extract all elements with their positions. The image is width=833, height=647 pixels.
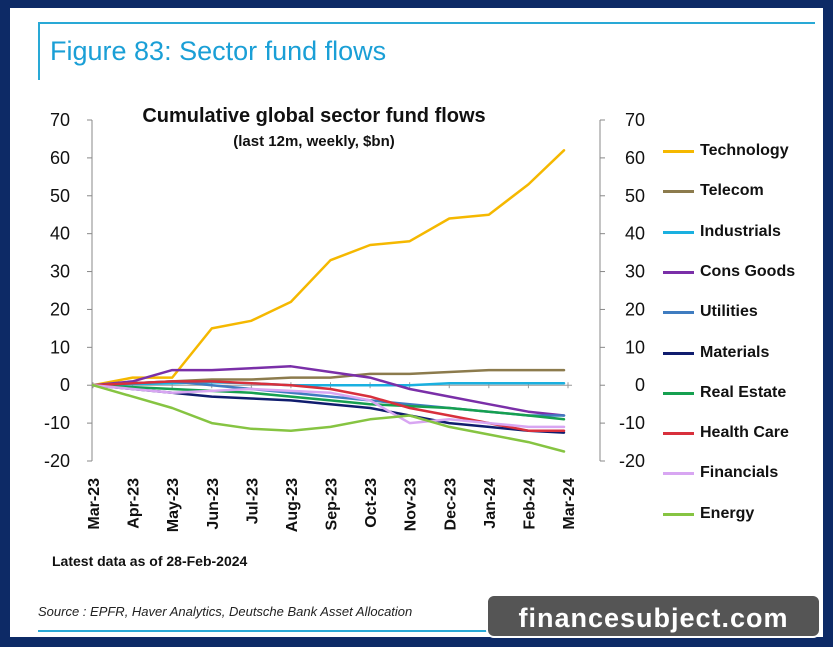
y-tick-label-left: 0: [60, 375, 70, 395]
figure-frame: Figure 83: Sector fund flows Source : EP…: [10, 8, 823, 637]
legend-label: Industrials: [700, 222, 781, 240]
legend-label: Real Estate: [700, 383, 787, 401]
chart-title: Cumulative global sector fund flows: [142, 105, 485, 127]
series-line-financials: [91, 383, 566, 429]
top-rule: [38, 22, 815, 24]
legend-swatch: [663, 512, 694, 516]
legend-label: Technology: [700, 142, 789, 159]
series-line-cons-goods: [91, 365, 566, 417]
x-tick-label: Dec-23: [442, 478, 459, 531]
y-tick-label-right: -10: [619, 413, 645, 433]
y-tick-label-right: 40: [625, 224, 645, 244]
legend-swatch: [663, 432, 694, 436]
y-tick-label-right: 10: [625, 337, 645, 357]
y-tick-label-left: 60: [50, 148, 70, 168]
x-tick-label: Jan-24: [482, 478, 499, 529]
x-tick-label: Jun-23: [205, 478, 222, 530]
legend-label: Cons Goods: [700, 262, 796, 280]
legend-swatch: [663, 230, 694, 234]
x-tick-label: Mar-24: [561, 478, 578, 530]
legend-label: Health Care: [700, 424, 789, 442]
y-tick-label-right: 60: [625, 148, 645, 168]
legend-label: Utilities: [700, 303, 758, 321]
series-line-real-estate: [91, 383, 566, 421]
y-tick-label-right: 70: [625, 110, 645, 130]
legend-swatch: [663, 391, 694, 395]
y-tick-label-right: 30: [625, 262, 645, 282]
figure-title: Figure 83: Sector fund flows: [50, 36, 387, 66]
legend-label: Telecom: [700, 182, 764, 200]
y-tick-label-left: 30: [50, 262, 70, 282]
y-tick-label-left: 70: [50, 110, 70, 130]
legend-label: Materials: [700, 343, 770, 361]
bottom-rule: [38, 630, 500, 632]
y-tick-label-right: -20: [619, 451, 645, 471]
series-line-technology: [91, 149, 566, 387]
legend-label: Energy: [700, 504, 755, 522]
y-tick-label-left: 20: [50, 299, 70, 319]
x-tick-label: May-23: [165, 478, 182, 532]
legend-swatch: [663, 150, 694, 153]
legend-swatch: [663, 351, 694, 355]
y-tick-label-right: 50: [625, 186, 645, 206]
x-tick-label: Nov-23: [403, 478, 420, 531]
y-tick-label-right: 0: [635, 375, 645, 395]
series-line-industrials: [91, 380, 566, 387]
chart-axes: 70 70 60 60 50 50 40 40 30 30 20 20 10 10 0 0 -10 -10 -20 -…: [44, 110, 645, 532]
x-tick-label: Jul-23: [244, 478, 261, 524]
chart-series: [91, 149, 566, 453]
series-line-utilities: [91, 380, 566, 417]
x-tick-label: Mar-23: [86, 478, 103, 530]
legend-swatch: [663, 270, 694, 274]
y-tick-label-left: 50: [50, 186, 70, 206]
y-tick-label-left: 10: [50, 337, 70, 357]
legend-swatch: [663, 472, 694, 476]
series-line-energy: [91, 383, 566, 453]
chart-subtitle: (last 12m, weekly, $bn): [233, 133, 394, 150]
y-tick-label-right: 20: [625, 299, 645, 319]
x-tick-label: Aug-23: [284, 478, 301, 532]
legend-swatch: [663, 311, 694, 315]
legend-label: Financials: [700, 464, 779, 482]
line-chart: Cumulative global sector fund flows (las…: [44, 105, 645, 569]
watermark: financesubject.com: [486, 594, 821, 638]
source-note: Source : EPFR, Haver Analytics, Deutsche…: [38, 604, 413, 619]
x-tick-label: Oct-23: [363, 478, 380, 528]
y-tick-label-left: 40: [50, 224, 70, 244]
x-tick-label: Sep-23: [324, 478, 341, 531]
y-tick-label-left: -10: [44, 413, 70, 433]
y-tick-label-left: -20: [44, 451, 70, 471]
legend-swatch: [663, 190, 694, 194]
latest-data-note: Latest data as of 28-Feb-2024: [52, 553, 248, 569]
x-tick-label: Feb-24: [521, 478, 538, 530]
left-rule: [38, 22, 40, 80]
x-tick-label: Apr-23: [126, 478, 143, 529]
